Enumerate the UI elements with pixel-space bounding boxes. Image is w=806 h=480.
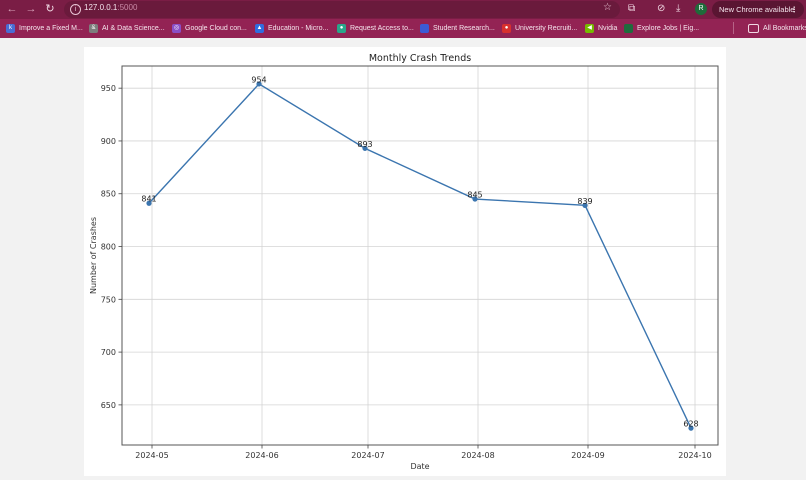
data-point [582,202,588,208]
x-tick-label: 2024-06 [245,451,278,460]
download-icon[interactable]: ⤓ [676,3,681,14]
y-tick-label: 650 [101,401,116,410]
url-host: 127.0.0.1 [84,3,118,12]
bookmark-favicon-icon [420,23,429,33]
folder-icon [748,23,759,33]
bookmark-star-icon[interactable]: ☆ [603,2,612,13]
data-label: 845 [467,191,482,200]
bookmark-label: Explore Jobs | Eig... [637,25,700,32]
bookmark-favicon-icon: ◎ [172,23,181,33]
x-tick-label: 2024-08 [461,451,494,460]
kebab-menu-icon[interactable]: ⋮ [790,5,799,14]
bookmarks-bar: k Improve a Fixed M... & AI & Data Science.… [0,19,806,38]
bookmark-item[interactable]: Explore Jobs | Eig... [624,23,699,35]
bookmark-item[interactable]: ◀ Nvidia [585,23,617,35]
data-label: 893 [357,140,372,149]
data-point [688,425,694,431]
new-chrome-label: New Chrome available [719,5,795,14]
bookmark-label: Request Access to... [350,25,414,32]
data-label: 954 [251,75,266,84]
chart-title: Monthly Crash Trends [369,53,471,64]
plot-area [122,66,718,445]
bookmark-favicon-icon: ◀ [585,23,594,33]
bookmark-favicon-icon: ● [502,23,511,33]
y-tick-label: 800 [101,243,116,252]
bookmark-item[interactable]: & AI & Data Science... [89,23,165,35]
bookmark-label: Student Research... [433,25,495,32]
x-tick-label: 2024-07 [351,451,384,460]
url-text[interactable]: 127.0.0.1:5000 [84,3,137,12]
extensions-icon[interactable]: ⧉ [628,3,636,14]
bookmark-label: Improve a Fixed M... [19,25,83,32]
bookmark-item[interactable]: ◎ Google Cloud con... [172,23,247,35]
y-tick-label: 900 [101,137,116,146]
forward-icon[interactable]: → [25,3,37,15]
profile-avatar[interactable]: R [695,3,707,15]
bookmark-favicon-icon: ▲ [255,23,264,33]
media-control-icon[interactable]: ⊘ [657,3,666,14]
site-info-icon[interactable]: i [70,4,81,15]
data-line [148,83,692,429]
bookmark-label: University Recruiti... [515,25,578,32]
bookmarks-separator [733,22,734,34]
new-chrome-available-button[interactable]: New Chrome available ⋮ [712,1,804,18]
x-tick-label: 2024-05 [135,451,168,460]
chart-figure: 650 700 750 800 850 900 950 2024-05 2024-06 2024-… [84,47,726,476]
bookmark-item[interactable]: ● Request Access to... [337,23,414,35]
url-port: :5000 [117,3,138,12]
line-chart: 650 700 750 800 850 900 950 2024-05 2024-06 2024-… [89,53,719,471]
x-tick-label: 2024-09 [571,451,604,460]
reload-icon[interactable]: ↻ [45,3,55,15]
bookmark-favicon-icon: & [89,23,98,33]
x-tick-label: 2024-10 [678,451,711,460]
bookmark-label: All Bookmarks [763,25,806,32]
back-icon[interactable]: ← [6,3,18,15]
data-point [256,81,262,87]
bookmark-label: Nvidia [598,25,618,32]
data-label: 839 [577,197,592,206]
data-point [472,196,478,202]
bookmark-label: Google Cloud con... [185,25,247,32]
bookmark-item[interactable]: k Improve a Fixed M... [6,23,83,35]
bookmark-item[interactable]: ● University Recruiti... [502,23,577,35]
axes-frame [121,65,719,446]
bookmark-label: Education - Micro... [268,25,329,32]
data-point [146,200,152,206]
data-point [362,145,368,151]
bookmark-favicon-icon: k [6,23,15,33]
bookmark-favicon-icon: ● [337,23,346,33]
bookmark-label: AI & Data Science... [102,25,165,32]
y-tick-label: 700 [101,348,116,357]
bookmark-item[interactable]: Student Research... [420,23,495,35]
bookmark-favicon-icon [624,23,633,33]
bookmark-item[interactable]: ▲ Education - Micro... [255,23,328,35]
address-bar[interactable]: i 127.0.0.1:5000 ☆ [64,1,620,18]
x-axis-label: Date [410,462,429,471]
y-tick-label: 750 [101,295,116,304]
y-tick-label: 850 [101,190,116,199]
data-label: 841 [141,195,156,204]
y-axis-label: Number of Crashes [89,217,98,294]
bookmark-item[interactable]: All Bookmarks [748,23,806,35]
browser-toolbar: ← → ↻ i 127.0.0.1:5000 ☆ ⧉ ⊘ ⤓ R New Chr… [0,0,806,19]
data-label: 628 [683,420,698,429]
y-tick-label: 950 [101,84,116,93]
